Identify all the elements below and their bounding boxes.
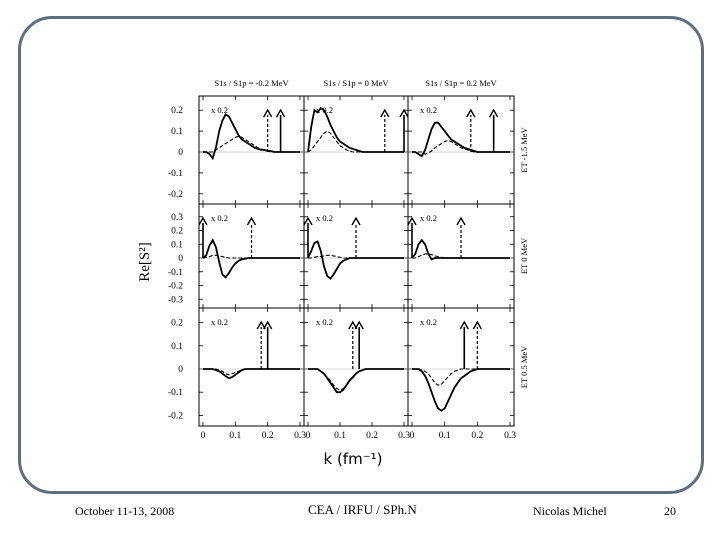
scale-annotation: x 0.2	[211, 213, 228, 223]
y-tick-label: 0	[178, 365, 183, 375]
solid-arrow-head	[263, 320, 273, 330]
column-title: S1s / S1p = 0.2 MeV	[425, 78, 497, 88]
column-title: S1s / S1p = -0.2 MeV	[214, 78, 289, 88]
dashed-curve	[202, 254, 300, 259]
dashed-curve	[307, 130, 404, 153]
row-label: ET 0 MeV	[519, 237, 529, 274]
page-number: 20	[664, 504, 676, 518]
y-axis-label: Re[S²]	[137, 242, 153, 282]
slide-frame	[18, 16, 704, 494]
row-label: ET 0.5 MeV	[519, 345, 529, 388]
x-tick-label: 0	[201, 431, 206, 441]
x-tick-label: 0.2	[366, 431, 378, 441]
dashed-curve	[412, 139, 510, 155]
y-tick-label: 0.2	[171, 106, 183, 116]
solid-arrow-head	[303, 216, 313, 226]
solid-curve	[203, 368, 300, 380]
solid-curve	[412, 368, 510, 412]
scale-annotation: x 0.2	[420, 213, 437, 223]
scale-annotation: x 0.2	[420, 105, 437, 115]
y-tick-label: -0.2	[168, 190, 183, 200]
x-tick-label: 0	[306, 431, 311, 441]
dashed-curve	[308, 254, 404, 259]
x-tick-label: 0.3	[398, 431, 410, 441]
x-tick-label: 0.1	[334, 431, 346, 441]
x-tick-label: 0.3	[294, 431, 306, 441]
footer-date: October 11-13, 2008	[75, 504, 175, 518]
solid-arrow-head	[399, 108, 409, 118]
x-tick-label: 0.2	[471, 431, 483, 441]
solid-arrow-head	[198, 216, 208, 226]
y-tick-label: 0.2	[171, 319, 183, 329]
dashed-arrow-head	[256, 320, 266, 330]
x-tick-label: 0.2	[262, 431, 274, 441]
scale-annotation: x 0.2	[420, 317, 437, 327]
scale-annotation: x 0.2	[316, 213, 333, 223]
scale-annotation: x 0.2	[316, 317, 333, 327]
row-label: ET -1.5 MeV	[519, 126, 529, 172]
solid-arrow-head	[275, 108, 286, 118]
x-tick-label: 0.3	[504, 431, 516, 441]
solid-arrow-head	[354, 320, 364, 330]
footer-author: Nicolas Michel	[533, 504, 607, 518]
column-title: S1s / S1p = 0 MeV	[323, 78, 389, 88]
y-tick-label: 0.1	[171, 127, 183, 137]
solid-arrow-head	[459, 320, 469, 330]
dashed-curve	[203, 368, 300, 376]
dashed-curve	[308, 368, 404, 391]
solid-curve	[412, 121, 510, 158]
dashed-arrow-head	[348, 320, 358, 330]
dashed-arrow-head	[246, 216, 257, 226]
footer-institution: CEA / IRFU / SPh.N	[308, 502, 417, 517]
solid-arrow-head	[489, 108, 499, 118]
x-tick-label: 0	[410, 431, 415, 441]
scale-annotation: x 0.2	[211, 105, 228, 115]
y-tick-label: 0.2	[171, 227, 183, 237]
x-tick-label: 0.1	[439, 431, 451, 441]
y-tick-label: 0.1	[171, 342, 183, 352]
dashed-arrow-head	[351, 216, 361, 226]
y-tick-label: 0.1	[171, 240, 183, 250]
y-tick-label: -0.1	[168, 388, 183, 398]
y-tick-label: 0	[178, 254, 183, 264]
dashed-arrow-head	[380, 108, 390, 118]
dashed-arrow-head	[472, 320, 482, 330]
dashed-curve	[203, 135, 300, 153]
solid-curve	[203, 113, 300, 161]
y-tick-label: 0.3	[171, 213, 183, 223]
x-axis-label: k (fm⁻¹)	[324, 450, 383, 468]
y-tick-label: -0.2	[168, 282, 183, 292]
y-tick-label: -0.1	[168, 268, 183, 278]
dashed-curve	[412, 368, 510, 386]
x-tick-label: 0.1	[229, 431, 241, 441]
dashed-arrow-head	[263, 108, 273, 118]
scale-annotation: x 0.2	[211, 317, 228, 327]
y-tick-label: 0	[178, 148, 183, 158]
dashed-curve	[412, 253, 510, 259]
y-tick-label: -0.1	[168, 169, 183, 179]
panel-frame	[407, 307, 515, 427]
y-tick-label: -0.2	[168, 411, 183, 421]
y-tick-label: -0.3	[168, 295, 183, 305]
solid-arrow-head	[407, 216, 417, 226]
dashed-arrow-head	[456, 216, 466, 226]
dashed-arrow-head	[466, 108, 476, 118]
